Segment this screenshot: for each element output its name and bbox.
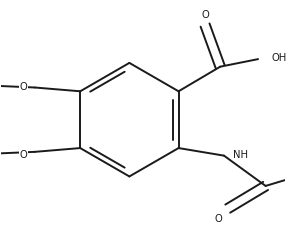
Text: NH: NH (233, 149, 249, 159)
Text: O: O (214, 213, 222, 223)
Text: O: O (19, 81, 27, 91)
Text: OH: OH (271, 53, 287, 63)
Text: O: O (19, 149, 27, 159)
Text: O: O (201, 10, 209, 20)
